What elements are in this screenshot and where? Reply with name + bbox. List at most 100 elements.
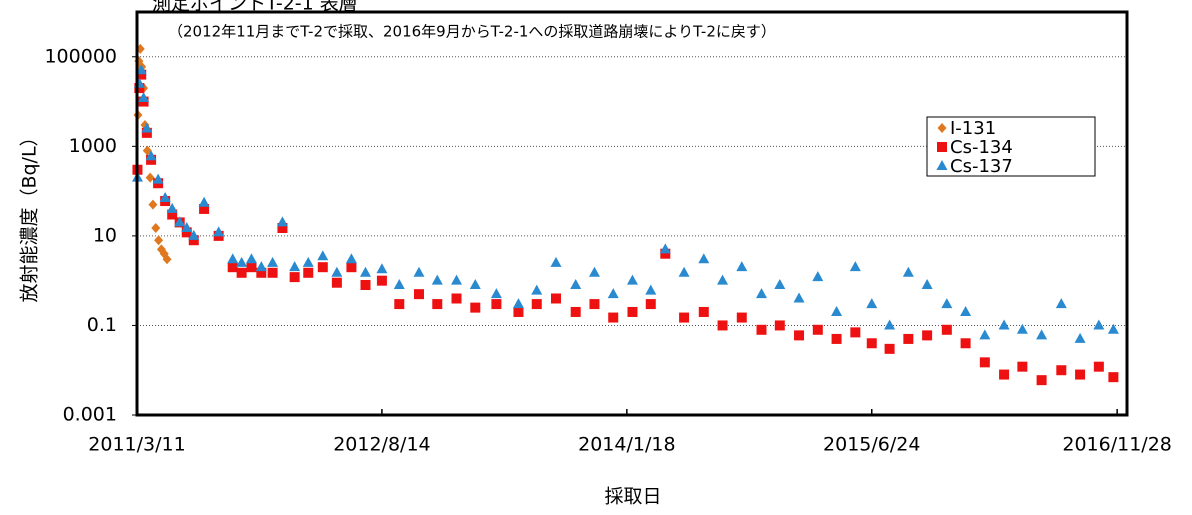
legend-box <box>926 116 1096 177</box>
point-triangle <box>490 288 502 299</box>
point-square <box>267 267 278 278</box>
point-triangle <box>831 305 843 316</box>
point-triangle <box>607 288 619 299</box>
point-triangle <box>276 216 288 227</box>
point-diamond <box>148 199 158 210</box>
point-square <box>470 302 481 313</box>
point-diamond <box>162 254 172 265</box>
point-square <box>167 209 178 220</box>
point-triangle <box>1055 298 1067 309</box>
point-triangle <box>921 279 933 290</box>
y-tick-label: 1000 <box>69 135 117 157</box>
point-square <box>141 127 152 138</box>
point-triangle <box>138 92 150 103</box>
point-triangle <box>166 202 178 213</box>
point-triangle <box>289 261 301 272</box>
point-square <box>360 280 371 291</box>
point-triangle <box>255 261 267 272</box>
point-square <box>922 330 933 341</box>
point-triangle <box>302 256 314 267</box>
point-square <box>394 299 405 310</box>
point-square <box>531 299 542 310</box>
point-square <box>937 142 947 152</box>
point-triangle <box>227 253 239 264</box>
point-diamond <box>151 223 161 234</box>
point-square <box>774 320 785 331</box>
point-triangle <box>331 266 343 277</box>
point-square <box>303 267 314 278</box>
point-triangle <box>1093 319 1105 330</box>
point-square <box>660 248 671 259</box>
point-triangle <box>717 274 729 285</box>
point-square <box>866 338 877 349</box>
point-square <box>289 272 300 283</box>
point-square <box>570 306 581 317</box>
y-tick-label: 100000 <box>44 45 117 67</box>
point-square <box>756 324 767 335</box>
point-square <box>736 312 747 323</box>
point-triangle <box>884 319 896 330</box>
point-triangle <box>1016 323 1028 334</box>
point-triangle <box>376 263 388 274</box>
x-tick-label: 2015/6/24 <box>823 434 920 456</box>
x-tick-label: 2014/1/18 <box>578 434 675 456</box>
point-square <box>491 299 502 310</box>
point-square <box>831 333 842 344</box>
point-triangle <box>198 196 210 207</box>
point-square <box>960 338 971 349</box>
point-square <box>608 312 619 323</box>
point-square <box>1108 372 1119 383</box>
y-tick-label: 10 <box>93 224 117 246</box>
point-square <box>376 275 387 286</box>
y-axis-label: 放射能濃度（Bq/L） <box>19 127 41 302</box>
point-square <box>999 369 1010 380</box>
point-square <box>1017 361 1028 372</box>
point-square <box>717 320 728 331</box>
point-square <box>884 343 895 354</box>
point-square <box>698 306 709 317</box>
point-square <box>979 357 990 368</box>
point-square <box>317 262 328 273</box>
point-triangle <box>550 256 562 267</box>
point-triangle <box>141 122 153 133</box>
point-square <box>679 312 690 323</box>
x-axis-label: 採取日 <box>604 486 661 508</box>
legend-label: Cs-137 <box>950 156 1013 177</box>
point-square <box>346 262 357 273</box>
point-triangle <box>359 266 371 277</box>
point-triangle <box>236 256 248 267</box>
point-square <box>794 330 805 341</box>
point-diamond <box>145 172 155 183</box>
point-square <box>941 324 952 335</box>
y-tick-label: 0.1 <box>87 314 117 336</box>
point-triangle <box>1074 332 1086 343</box>
point-triangle <box>531 284 543 295</box>
point-diamond <box>937 123 947 133</box>
point-triangle <box>979 329 991 340</box>
point-triangle <box>469 279 481 290</box>
point-square <box>589 299 600 310</box>
point-triangle <box>774 279 786 290</box>
point-square <box>627 306 638 317</box>
point-square <box>550 293 561 304</box>
point-triangle <box>998 319 1010 330</box>
point-square <box>1075 369 1086 380</box>
point-square <box>645 299 656 310</box>
y-tick-label: 0.001 <box>63 404 117 426</box>
point-triangle <box>213 226 225 237</box>
point-triangle <box>936 160 948 170</box>
point-triangle <box>188 229 200 240</box>
x-tick-label: 2012/8/14 <box>333 434 430 456</box>
point-triangle <box>960 305 972 316</box>
plot-frame <box>135 10 1129 417</box>
point-square <box>199 203 210 214</box>
legend-label: I-131 <box>950 118 996 139</box>
point-triangle <box>174 216 186 227</box>
point-triangle <box>793 292 805 303</box>
point-triangle <box>145 150 157 161</box>
point-triangle <box>570 279 582 290</box>
point-triangle <box>245 253 257 264</box>
point-square <box>181 227 192 238</box>
point-triangle <box>393 279 405 290</box>
point-square <box>850 327 861 338</box>
